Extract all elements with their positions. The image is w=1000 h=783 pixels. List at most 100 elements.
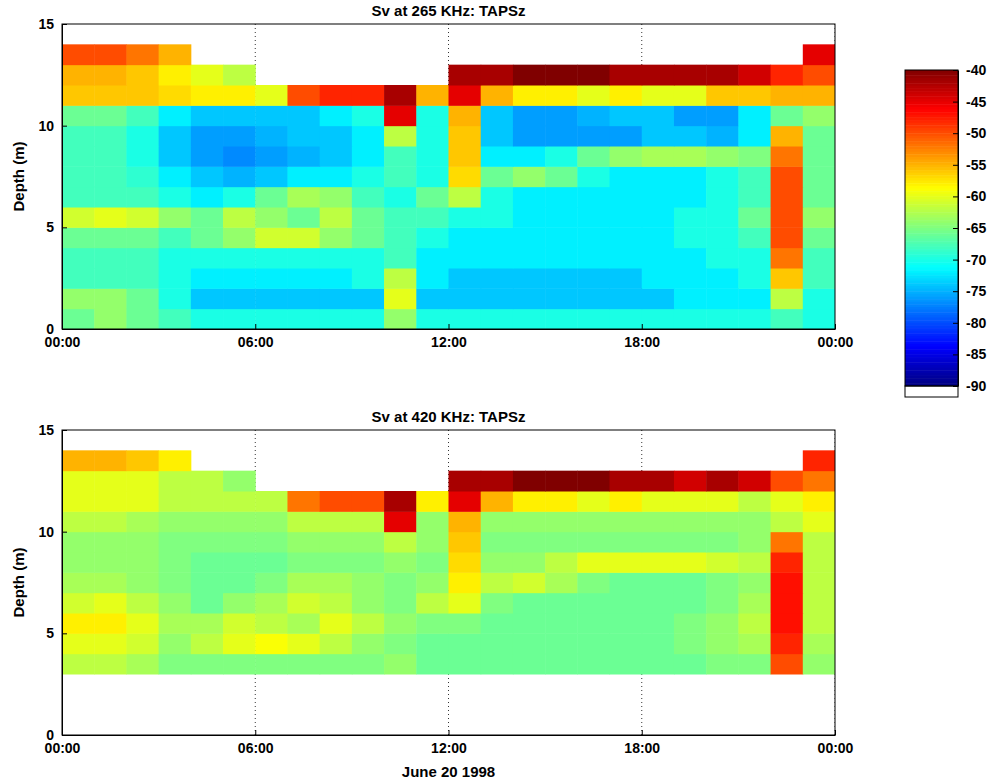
heatmap-cell bbox=[320, 187, 353, 208]
heatmap-cell bbox=[320, 633, 353, 654]
heatmap-cell bbox=[287, 166, 320, 187]
heatmap-cell bbox=[610, 471, 643, 492]
heatmap-cell bbox=[513, 654, 546, 675]
heatmap-cell bbox=[191, 654, 224, 675]
x-tick-mark bbox=[449, 324, 450, 329]
heatmap-cell bbox=[545, 552, 578, 573]
heatmap-cell bbox=[577, 633, 610, 654]
heatmap-cell bbox=[94, 126, 127, 147]
heatmap-cell bbox=[803, 288, 835, 309]
heatmap-cell bbox=[738, 248, 771, 269]
heatmap-cell bbox=[126, 511, 159, 532]
heatmap-cell bbox=[223, 309, 256, 329]
heatmap-cell bbox=[62, 450, 95, 471]
heatmap-cell bbox=[642, 166, 675, 187]
heatmap-cell bbox=[449, 572, 482, 593]
heatmap-cell bbox=[610, 268, 643, 289]
heatmap-cell bbox=[706, 227, 739, 248]
plot-frame bbox=[62, 430, 835, 735]
heatmap-cell bbox=[545, 633, 578, 654]
heatmap-cell bbox=[513, 532, 546, 553]
heatmap-cell bbox=[771, 471, 804, 492]
heatmap-cell bbox=[94, 450, 127, 471]
heatmap-cell bbox=[449, 552, 482, 573]
heatmap-cell bbox=[481, 248, 514, 269]
heatmap-cell bbox=[674, 227, 707, 248]
heatmap-cell bbox=[223, 633, 256, 654]
heatmap-cell bbox=[384, 511, 417, 532]
heatmap-cell bbox=[191, 471, 224, 492]
heatmap-cell bbox=[674, 593, 707, 614]
heatmap-cell bbox=[706, 511, 739, 532]
heatmap-cell bbox=[610, 126, 643, 147]
heatmap-cell bbox=[352, 593, 385, 614]
heatmap-cell bbox=[94, 633, 127, 654]
y-tick: 15 bbox=[38, 422, 67, 438]
heatmap-cell bbox=[803, 207, 835, 228]
heatmap-cell bbox=[191, 491, 224, 512]
heatmap-cell bbox=[416, 491, 449, 512]
y-tick-mark bbox=[62, 329, 67, 330]
heatmap-cell bbox=[803, 309, 835, 329]
heatmap-cell bbox=[191, 105, 224, 126]
heatmap-cell bbox=[674, 166, 707, 187]
heatmap-cell bbox=[94, 166, 127, 187]
heatmap-cell bbox=[674, 126, 707, 147]
heatmap-cell bbox=[545, 146, 578, 167]
heatmap-cell bbox=[513, 65, 546, 86]
heatmap-cell bbox=[126, 146, 159, 167]
heatmap-cell bbox=[191, 511, 224, 532]
heatmap-cell bbox=[577, 268, 610, 289]
heatmap-cell bbox=[545, 593, 578, 614]
heatmap-cell bbox=[545, 85, 578, 106]
heatmap-cell bbox=[320, 552, 353, 573]
heatmap-cell bbox=[481, 187, 514, 208]
heatmap-cell bbox=[642, 227, 675, 248]
heatmap-cell bbox=[642, 105, 675, 126]
heatmap-cell bbox=[416, 654, 449, 675]
colorbar-tick: -65 bbox=[953, 220, 986, 236]
heatmap-cell bbox=[94, 572, 127, 593]
colorbar-tick-mark bbox=[953, 165, 958, 166]
heatmap-cell bbox=[706, 166, 739, 187]
heatmap-cell bbox=[674, 187, 707, 208]
heatmap-cell bbox=[126, 65, 159, 86]
heatmap-cell bbox=[384, 288, 417, 309]
y-tick: 10 bbox=[38, 118, 67, 134]
heatmap-cell bbox=[384, 552, 417, 573]
heatmap-cell bbox=[159, 572, 192, 593]
heatmap-cell bbox=[803, 511, 835, 532]
heatmap-cell bbox=[706, 613, 739, 634]
heatmap-cell bbox=[513, 572, 546, 593]
heatmap-cell bbox=[577, 613, 610, 634]
y-axis: 051015 bbox=[38, 422, 67, 743]
x-axis-line bbox=[63, 329, 836, 330]
heatmap-cell bbox=[706, 309, 739, 329]
heatmap-cell bbox=[481, 268, 514, 289]
heatmap-cell bbox=[481, 126, 514, 147]
cells bbox=[62, 450, 835, 674]
heatmap-cell bbox=[287, 187, 320, 208]
heatmap-cell bbox=[738, 633, 771, 654]
heatmap-cell bbox=[352, 187, 385, 208]
heatmap-cell bbox=[803, 227, 835, 248]
heatmap-cell bbox=[255, 613, 288, 634]
heatmap-cell bbox=[223, 288, 256, 309]
heatmap-cell bbox=[738, 207, 771, 228]
heatmap-cell bbox=[352, 227, 385, 248]
colorbar-tick-label: -80 bbox=[966, 315, 986, 331]
grid-line bbox=[62, 24, 63, 329]
heatmap-cell bbox=[384, 207, 417, 228]
heatmap-cell bbox=[481, 471, 514, 492]
heatmap-cell bbox=[159, 552, 192, 573]
heatmap-cell bbox=[610, 187, 643, 208]
heatmap-cell bbox=[674, 552, 707, 573]
heatmap-cell bbox=[255, 85, 288, 106]
heatmap-cell bbox=[610, 166, 643, 187]
heatmap-cell bbox=[62, 552, 95, 573]
y-tick: 5 bbox=[46, 625, 67, 641]
heatmap-cell bbox=[94, 146, 127, 167]
y-tick-label: 15 bbox=[38, 16, 54, 32]
colorbar-axis-line bbox=[958, 71, 959, 387]
colorbar-tick-label: -65 bbox=[966, 220, 986, 236]
